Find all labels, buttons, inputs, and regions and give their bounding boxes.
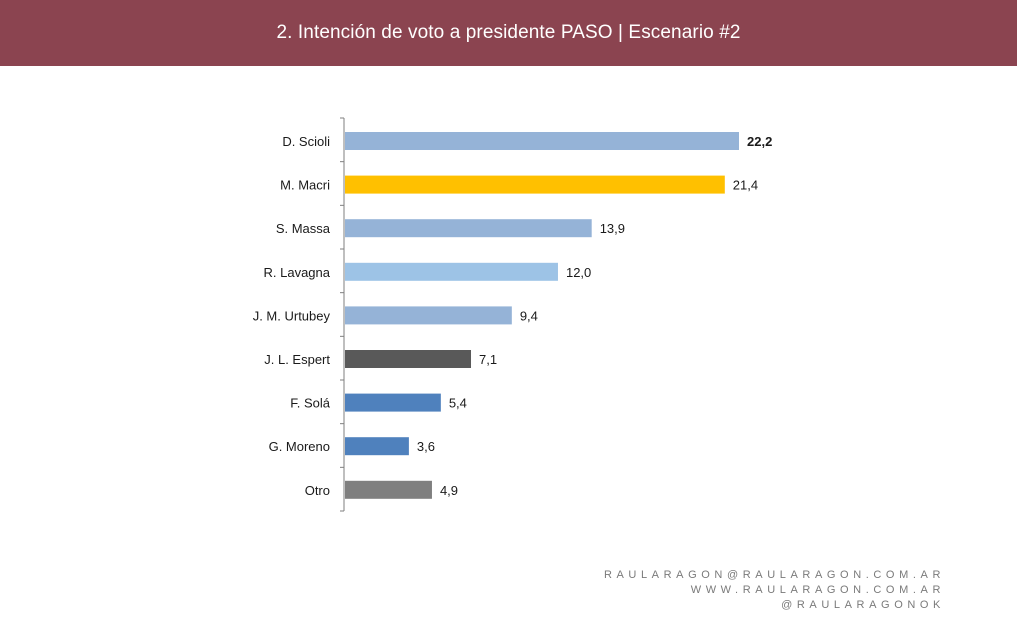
footer-contact: RAULARAGON@RAULARAGON.COM.AR WWW.RAULARA…: [604, 568, 945, 613]
bar: [345, 262, 558, 281]
value-label: 7,1: [479, 352, 497, 367]
page-title: 2. Intención de voto a presidente PASO |…: [276, 22, 741, 43]
bar: [345, 219, 592, 238]
value-label: 22,2: [747, 134, 772, 149]
category-label: F. Solá: [290, 396, 331, 411]
category-label: J. L. Espert: [264, 352, 330, 367]
bar: [345, 480, 432, 499]
category-label: S. Massa: [276, 221, 331, 236]
value-label: 13,9: [600, 221, 625, 236]
value-label: 4,9: [440, 483, 458, 498]
category-label: D. Scioli: [282, 134, 330, 149]
bar: [345, 132, 739, 150]
bar: [345, 393, 441, 412]
header-bar: 2. Intención de voto a presidente PASO |…: [0, 0, 1017, 66]
footer-website[interactable]: WWW.RAULARAGON.COM.AR: [690, 584, 945, 596]
category-label: G. Moreno: [269, 439, 330, 454]
value-label: 9,4: [520, 308, 538, 323]
category-label: M. Macri: [280, 178, 330, 193]
category-label: J. M. Urtubey: [253, 308, 331, 323]
value-label: 3,6: [417, 439, 435, 454]
bar: [345, 437, 409, 456]
category-label: Otro: [305, 483, 330, 498]
footer-email[interactable]: RAULARAGON@RAULARAGON.COM.AR: [603, 569, 945, 581]
category-label: R. Lavagna: [264, 265, 331, 280]
bar: [345, 175, 725, 194]
footer-handle[interactable]: @RAULARAGONOK: [781, 599, 945, 611]
bar: [345, 350, 472, 368]
bar: [345, 306, 512, 325]
value-label: 21,4: [733, 178, 758, 193]
value-label: 12,0: [566, 265, 591, 280]
value-label: 5,4: [449, 396, 467, 411]
